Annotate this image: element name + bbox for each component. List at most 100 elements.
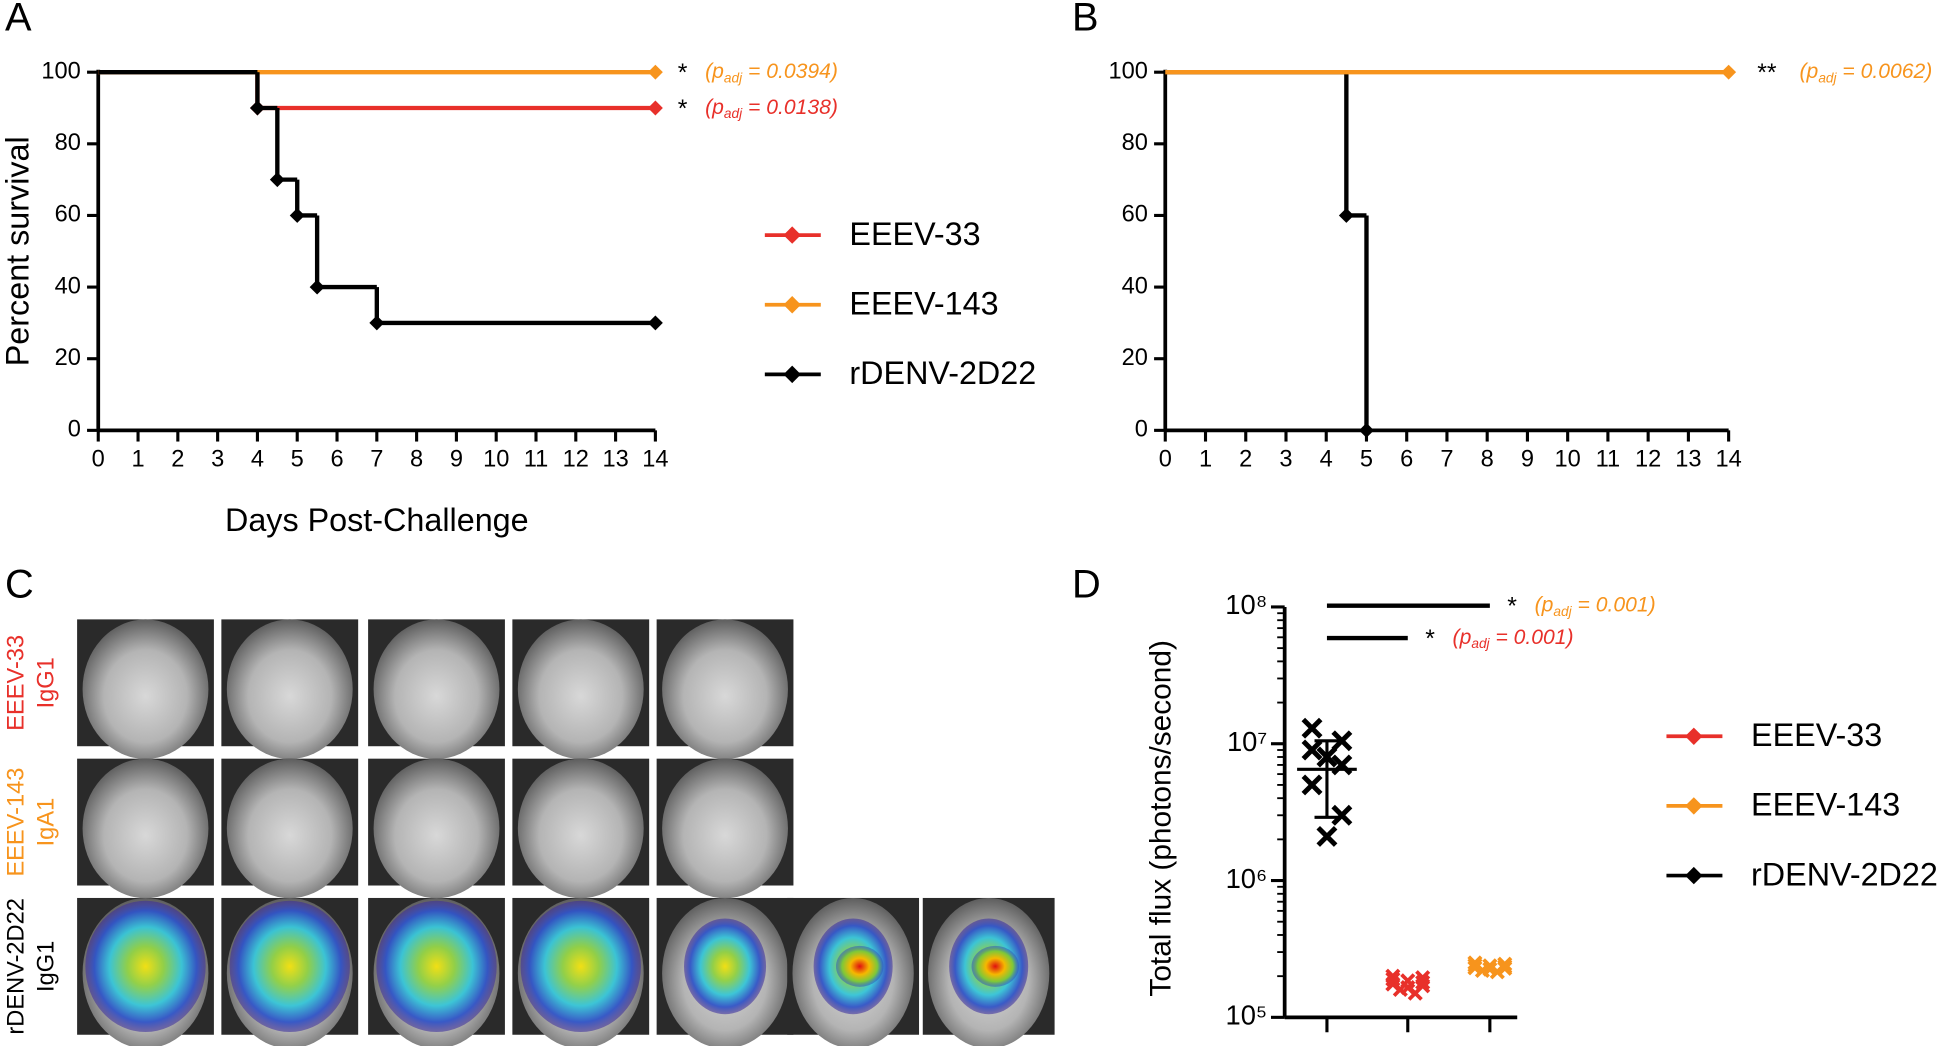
p-value: (padj = 0.0062) bbox=[1800, 60, 1933, 85]
p-suffix: = 0.0138) bbox=[742, 96, 838, 119]
y-tick-label: 20 bbox=[55, 345, 81, 371]
legend-marker bbox=[1685, 797, 1703, 815]
panel-letter: A bbox=[5, 0, 32, 39]
significance-star: * bbox=[1425, 625, 1435, 653]
mouse-body bbox=[373, 758, 500, 899]
y-axis-label: Percent survival bbox=[0, 136, 35, 366]
mouse-body bbox=[373, 619, 500, 759]
y-tick-label: 100 bbox=[1108, 58, 1147, 84]
x-tick-label: 6 bbox=[330, 446, 343, 472]
p-subscript: adj bbox=[1818, 70, 1837, 85]
panel-letter: B bbox=[1072, 0, 1099, 39]
x-tick-label: 0 bbox=[1159, 446, 1172, 472]
marker bbox=[289, 207, 305, 223]
x-tick-label: 11 bbox=[524, 446, 549, 472]
p-suffix: = 0.001) bbox=[1490, 626, 1574, 649]
p-prefix: (p bbox=[1453, 626, 1472, 649]
legend-marker bbox=[1685, 727, 1703, 745]
x-tick-label: 12 bbox=[563, 446, 589, 472]
bioluminescence bbox=[520, 900, 641, 1033]
x-tick-label: 6 bbox=[1400, 446, 1413, 472]
hotspot bbox=[835, 945, 884, 987]
marker bbox=[1338, 207, 1354, 223]
x-tick-label: 4 bbox=[251, 446, 264, 472]
data-point bbox=[1489, 964, 1505, 980]
y-tick-label: 60 bbox=[1122, 202, 1148, 228]
data-point bbox=[1407, 985, 1423, 1001]
x-tick-label: 2 bbox=[171, 446, 184, 472]
x-tick-label: 14 bbox=[1716, 446, 1742, 472]
y-tick-label: 10⁵ bbox=[1226, 1000, 1268, 1031]
mouse-body bbox=[226, 758, 353, 899]
data-point bbox=[1392, 981, 1408, 997]
p-prefix: (p bbox=[705, 96, 724, 119]
bioluminescence bbox=[683, 918, 767, 1015]
y-tick-label: 20 bbox=[1122, 345, 1148, 371]
legend-label: rDENV-2D22 bbox=[849, 355, 1036, 391]
panel-letter: C bbox=[5, 563, 34, 607]
row-antibody: rDENV-2D22 bbox=[4, 898, 30, 1034]
p-suffix: = 0.0394) bbox=[742, 60, 838, 83]
x-tick-label: 12 bbox=[1635, 446, 1661, 472]
y-axis-label: Total flux (photons/second) bbox=[1145, 640, 1178, 996]
x-tick-label: 9 bbox=[1521, 446, 1534, 472]
x-tick-label: 10 bbox=[483, 446, 509, 472]
p-prefix: (p bbox=[705, 60, 724, 83]
legend-marker bbox=[783, 365, 801, 384]
legend-marker bbox=[783, 226, 801, 244]
y-tick-label: 60 bbox=[55, 202, 81, 228]
legend-label: EEEV-143 bbox=[1751, 787, 1900, 823]
legend-label: EEEV-33 bbox=[1751, 717, 1882, 753]
p-suffix: = 0.001) bbox=[1572, 593, 1656, 616]
row-antibody: EEEV-143 bbox=[4, 768, 30, 877]
x-tick-label: 14 bbox=[642, 446, 668, 472]
x-tick-label: 0 bbox=[92, 446, 105, 472]
mouse-body bbox=[517, 758, 644, 899]
x-tick-label: 7 bbox=[1440, 446, 1453, 472]
row-isotype: IgG1 bbox=[33, 941, 59, 992]
x-tick-label: 11 bbox=[1596, 446, 1621, 472]
p-subscript: adj bbox=[724, 106, 743, 121]
p-value: (padj = 0.0394) bbox=[705, 60, 838, 85]
p-subscript: adj bbox=[1553, 604, 1572, 619]
y-tick-label: 100 bbox=[41, 58, 80, 84]
hotspot bbox=[971, 945, 1019, 987]
p-value: (padj = 0.0138) bbox=[705, 96, 838, 121]
p-value: (padj = 0.001) bbox=[1535, 593, 1656, 618]
marker bbox=[1721, 64, 1737, 80]
mouse-body bbox=[82, 619, 209, 759]
significance-star: * bbox=[1507, 593, 1517, 621]
row-isotype: IgG1 bbox=[33, 657, 59, 708]
x-tick-label: 13 bbox=[1675, 446, 1701, 472]
mouse-body bbox=[662, 619, 788, 759]
p-prefix: (p bbox=[1800, 60, 1819, 83]
y-tick-label: 40 bbox=[1122, 273, 1148, 299]
x-tick-label: 9 bbox=[450, 446, 463, 472]
data-point bbox=[1301, 717, 1323, 739]
marker bbox=[647, 100, 663, 116]
bioluminescence bbox=[85, 900, 206, 1033]
row-antibody: EEEV-33 bbox=[4, 635, 30, 731]
x-tick-label: 8 bbox=[410, 446, 423, 472]
panel-letter: D bbox=[1072, 563, 1101, 607]
marker bbox=[647, 315, 663, 331]
p-prefix: (p bbox=[1535, 593, 1554, 616]
mouse-body bbox=[82, 758, 209, 899]
significance-star: ** bbox=[1757, 59, 1777, 87]
legend-label: rDENV-2D22 bbox=[1751, 856, 1938, 892]
x-tick-label: 10 bbox=[1555, 446, 1581, 472]
data-point bbox=[1331, 804, 1353, 826]
marker bbox=[249, 100, 265, 116]
x-tick-label: 3 bbox=[1279, 446, 1292, 472]
p-subscript: adj bbox=[724, 70, 743, 85]
x-tick-label: 5 bbox=[1360, 446, 1373, 472]
marker bbox=[1359, 422, 1374, 438]
y-tick-label: 10⁶ bbox=[1226, 863, 1268, 894]
data-point bbox=[1474, 962, 1490, 979]
row-isotype: IgA1 bbox=[33, 798, 59, 847]
marker bbox=[647, 64, 663, 80]
data-point bbox=[1415, 974, 1431, 990]
p-suffix: = 0.0062) bbox=[1837, 60, 1933, 83]
